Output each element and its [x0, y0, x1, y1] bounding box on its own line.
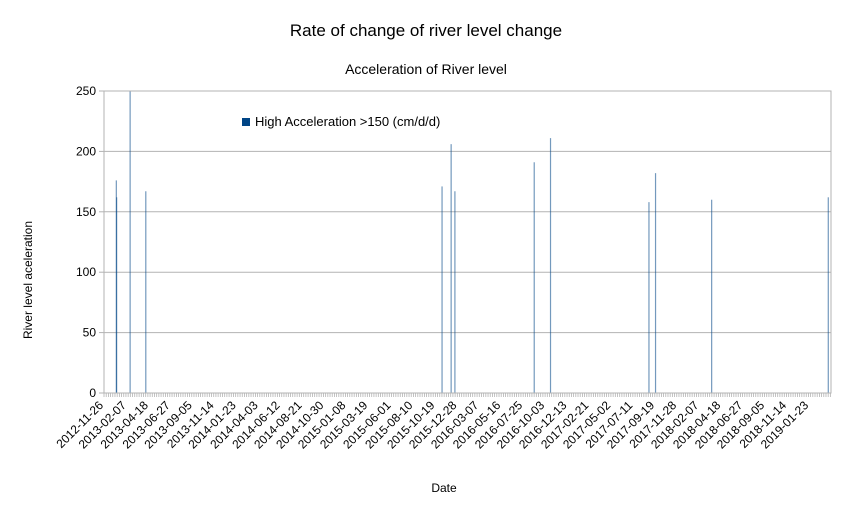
plot-area-border	[103, 90, 832, 394]
bar	[145, 191, 147, 393]
bar	[549, 138, 552, 393]
y-axis-ticks: 0 50 100 150 200 250	[76, 84, 104, 400]
y-tick-label: 200	[76, 144, 96, 158]
y-tick-label: 250	[76, 84, 96, 98]
gridlines	[104, 90, 831, 394]
bar	[654, 173, 657, 393]
bar	[454, 191, 456, 393]
chart-subtitle: Acceleration of River level	[345, 61, 507, 77]
bars	[115, 91, 829, 393]
x-axis-ticks: 2012-11-262013-02-072013-04-182013-06-27…	[53, 393, 831, 452]
chart-title: Rate of change of river level change	[290, 21, 562, 40]
legend-swatch	[242, 118, 250, 126]
legend: High Acceleration >150 (cm/d/d)	[242, 114, 440, 129]
legend-label: High Acceleration >150 (cm/d/d)	[255, 114, 440, 129]
bar	[533, 162, 535, 393]
bar	[711, 199, 713, 393]
bar	[129, 91, 131, 393]
x-axis-title: Date	[431, 481, 457, 495]
bar	[116, 197, 118, 393]
bar	[450, 144, 452, 393]
y-tick-label: 150	[76, 205, 96, 219]
y-tick-label: 0	[89, 386, 96, 400]
y-tick-label: 50	[83, 326, 97, 340]
bar	[441, 186, 443, 393]
bar	[648, 202, 650, 393]
y-tick-label: 100	[76, 265, 96, 279]
bar	[827, 197, 829, 393]
y-axis-title: River level aceleration	[21, 221, 35, 339]
